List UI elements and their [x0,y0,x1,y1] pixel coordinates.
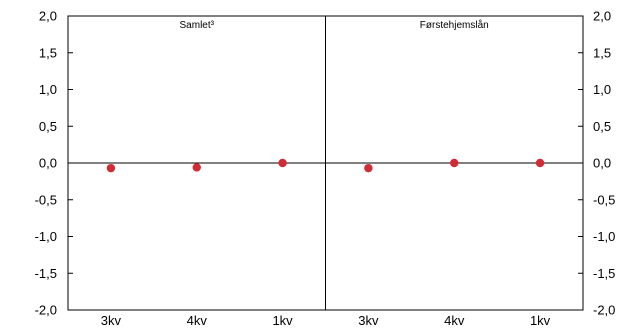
x-tick-label: 3kv [101,313,122,328]
right-y-tick-label: -1,5 [593,266,615,281]
left-y-tick-label: -2,0 [35,303,57,318]
panels-layer: Samlet³ 3kv 4kv 1kv Førstehjemslån 3kv 4kv 1kv [101,19,551,328]
data-point [364,163,373,173]
x-tick-label: 1kv [530,313,551,328]
data-point [278,158,287,168]
left-y-tick-label: -1,5 [35,266,57,281]
left-y-tick-label: 1,5 [39,45,57,60]
left-y-tick-label: 1,0 [39,82,57,97]
plot-frame [67,15,584,311]
data-point [450,158,459,168]
left-y-tick-label: 0,0 [39,156,57,171]
x-tick-label: 4kv [187,313,208,328]
right-y-tick-label: 0,0 [593,156,611,171]
x-tick-label: 4kv [444,313,465,328]
panel-1: Samlet³ 3kv 4kv 1kv [101,20,293,328]
data-point [535,158,545,168]
data-point [106,163,116,173]
left-y-axis: 2,0 1,5 1,0 0,5 0,0 -0,5 -1,0 -1,5 -2,0 [35,9,73,318]
right-y-tick-label: -0,5 [593,192,615,207]
left-y-tick-label: -0,5 [35,192,57,207]
left-y-tick-label: 2,0 [39,9,57,24]
left-y-tick-label: 0,5 [39,119,57,134]
right-y-tick-label: 2,0 [593,9,611,24]
right-y-tick-label: 0,5 [593,119,611,134]
panel-title: Førstehjemslån [420,19,489,31]
x-tick-label: 3kv [358,313,379,328]
x-tick-label: 1kv [272,313,293,328]
panel-2: Førstehjemslån 3kv 4kv 1kv [358,19,550,328]
data-point [192,163,201,172]
panel-title: Samlet³ [180,20,215,31]
right-y-tick-label: -1,0 [593,229,615,244]
right-y-tick-label: 1,5 [593,45,611,60]
right-y-tick-label: 1,0 [593,82,611,97]
right-y-axis: 2,0 1,5 1,0 0,5 0,0 -0,5 -1,0 -1,5 -2,0 [578,9,615,318]
left-y-tick-label: -1,0 [35,229,57,244]
right-y-tick-label: -2,0 [593,303,615,318]
